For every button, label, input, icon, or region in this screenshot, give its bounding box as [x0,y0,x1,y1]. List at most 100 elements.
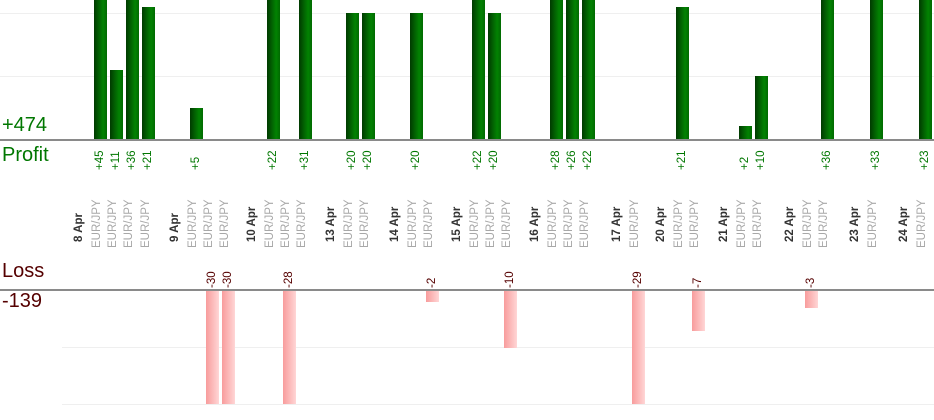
profit-value-label: +22 [266,150,279,170]
pair-label: EUR/JPY [219,199,232,248]
loss-bar [503,291,517,348]
profit-total: +474 [2,114,48,136]
profit-bar [918,0,932,139]
loss-value-label: -30 [205,270,218,288]
profit-axis-label: Profit [2,144,49,166]
loss-bar [804,291,818,308]
loss-bar [221,291,235,404]
date-label: 17 Apr [611,206,623,242]
profit-bar [142,6,156,139]
pair-label: EUR/JPY [689,199,702,248]
profit-bar [754,76,768,139]
profit-value-label: +21 [675,150,688,170]
profit-bar [738,126,752,139]
pair-label: EUR/JPY [579,199,592,248]
loss-value-label: -2 [425,277,438,288]
loss-gridline [62,347,934,348]
loss-value-label: -3 [804,277,817,288]
pair-label: EUR/JPY [736,199,748,248]
profit-bar [869,0,883,139]
profit-value-label: +36 [820,150,833,170]
date-label: 8 Apr [73,213,85,242]
pair-label: EUR/JPY [547,199,559,248]
loss-bar [691,291,705,331]
pair-label: EUR/JPY [359,199,372,248]
profit-value-label: +11 [109,151,122,170]
profit-bar [189,107,203,139]
loss-gridline [62,404,934,405]
pair-label: EUR/JPY [485,199,498,248]
date-label: 15 Apr [451,206,463,242]
loss-axis-label: Loss [2,260,45,282]
date-label: 13 Apr [325,206,337,242]
profit-bar [820,0,834,139]
date-label: 20 Apr [655,206,667,242]
profit-bar [487,13,501,139]
profit-bar [471,0,485,139]
profit-bar [298,0,312,139]
pair-label: EUR/JPY [802,199,814,248]
loss-bar [631,291,645,404]
loss-value-label: -10 [503,270,516,288]
profit-value-label: +20 [361,150,374,170]
profit-bar [549,0,563,139]
pair-label: EUR/JPY [280,199,293,248]
pair-label: EUR/JPY [203,199,216,248]
date-label: 24 Apr [898,206,910,242]
date-label: 14 Apr [389,206,401,242]
pair-label: EUR/JPY [916,199,928,248]
date-label: 22 Apr [784,206,796,242]
pair-label: EUR/JPY [629,199,641,248]
pair-label: EUR/JPY [752,199,765,248]
pair-label: EUR/JPY [818,199,831,248]
profit-value-label: +28 [549,150,562,170]
pair-label: EUR/JPY [139,199,152,248]
profit-gridline [0,76,934,77]
loss-total: -139 [2,290,43,312]
pair-label: EUR/JPY [469,199,481,248]
profit-value-label: +21 [142,150,155,170]
profit-bar [266,0,280,139]
profit-value-label: +31 [298,150,311,170]
profit-bar [565,0,579,139]
profit-bar [125,0,139,139]
date-label: 16 Apr [529,206,541,242]
profit-value-label: +20 [409,150,422,170]
pair-label: EUR/JPY [501,199,514,248]
profit-bar [361,13,375,139]
pair-label: EUR/JPY [296,199,309,248]
date-label: 9 Apr [169,213,181,242]
pair-label: EUR/JPY [423,199,436,248]
profit-bar [93,0,107,139]
date-label: 21 Apr [718,206,730,242]
profit-axis-line [0,139,934,141]
pair-label: EUR/JPY [264,199,276,248]
profit-value-label: +45 [93,150,106,170]
profit-value-label: +22 [581,150,594,170]
pair-label: EUR/JPY [407,199,419,248]
pair-label: EUR/JPY [563,199,576,248]
profit-value-label: +20 [487,150,500,170]
loss-axis-line [0,289,934,291]
profit-value-label: +36 [125,150,138,170]
profit-value-label: +22 [471,150,484,170]
pair-label: EUR/JPY [867,199,879,248]
pair-label: EUR/JPY [187,199,199,248]
profit-value-label: +23 [918,150,931,170]
loss-bar [425,291,439,303]
loss-bar [205,291,219,404]
pair-label: EUR/JPY [107,199,120,248]
profit-value-label: +26 [565,150,578,170]
profit-value-label: +33 [869,150,882,170]
loss-value-label: -7 [691,277,704,288]
profit-value-label: +20 [345,150,358,170]
profit-value-label: +2 [738,156,751,170]
date-label: 10 Apr [246,206,258,242]
loss-value-label: -28 [282,270,295,288]
profit-value-label: +10 [754,150,767,170]
pair-label: EUR/JPY [343,199,355,248]
profit-bar [675,6,689,139]
profit-bar [409,13,423,139]
profit-gridline [0,13,934,14]
date-label: 23 Apr [849,206,861,242]
